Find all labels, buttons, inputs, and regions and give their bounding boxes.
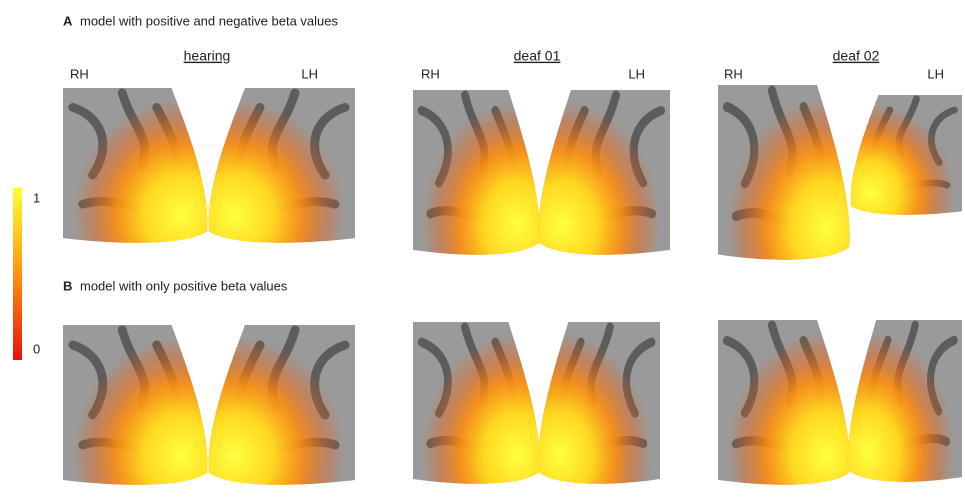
figure: A model with positive and negative beta … (0, 0, 965, 504)
flatmap (848, 320, 962, 482)
column-label: deaf 02 (833, 48, 880, 64)
flatmap (851, 95, 962, 215)
colorbar-tick: 0 (33, 341, 40, 356)
flatmap (538, 90, 670, 255)
page: A model with positive and negative beta … (0, 0, 965, 504)
activation (63, 325, 207, 485)
panel-title: model with only positive beta values (80, 278, 288, 293)
activation (413, 322, 540, 484)
panel-label: B (63, 278, 72, 293)
activation (718, 85, 850, 260)
hemisphere-label: LH (628, 66, 645, 81)
column-label: deaf 01 (514, 48, 561, 64)
hemisphere-label: RH (421, 66, 440, 81)
activation (63, 88, 207, 243)
flatmap (413, 322, 540, 484)
flatmap (209, 325, 355, 485)
activation (538, 90, 670, 255)
activation (209, 325, 355, 485)
panel-label: A (63, 13, 73, 28)
column-label: hearing (184, 48, 231, 64)
colorbar (13, 188, 22, 360)
flatmap (718, 85, 850, 260)
activation (413, 90, 540, 255)
hemisphere-label: LH (301, 66, 318, 81)
flatmap (538, 322, 660, 484)
activation (848, 320, 962, 482)
flatmap (63, 325, 207, 485)
activation (718, 320, 850, 485)
hemisphere-label: RH (724, 66, 743, 81)
hemisphere-label: RH (70, 66, 89, 81)
flatmap (209, 88, 355, 243)
flatmap (718, 320, 850, 485)
panel-title: model with positive and negative beta va… (80, 13, 338, 28)
activation (538, 322, 660, 484)
hemisphere-label: LH (927, 66, 944, 81)
colorbar-tick: 1 (33, 190, 40, 205)
flatmap (413, 90, 540, 255)
activation (209, 88, 355, 243)
activation (851, 95, 962, 215)
flatmap (63, 88, 207, 243)
